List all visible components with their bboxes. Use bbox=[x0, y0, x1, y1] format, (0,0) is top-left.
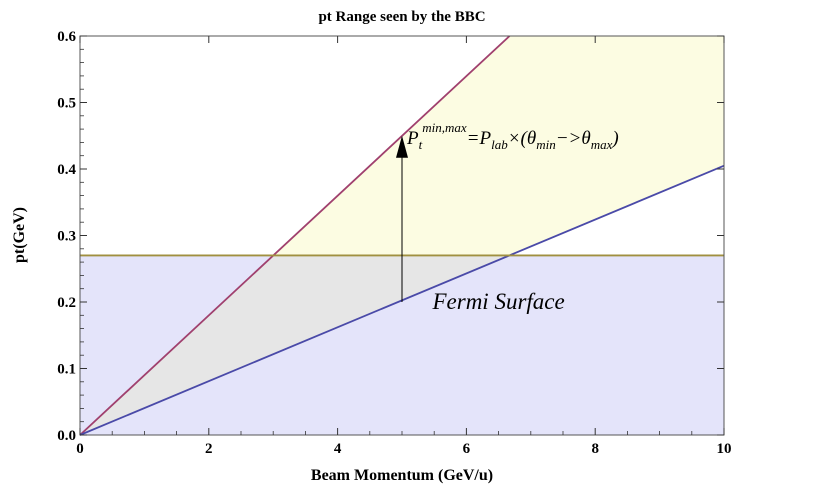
formula-min-sub: min bbox=[536, 137, 556, 152]
formula-eq: = bbox=[467, 128, 480, 149]
formula-times: ×( bbox=[508, 128, 529, 149]
formula-p: P bbox=[406, 128, 419, 149]
y-tick-label: 0.6 bbox=[57, 29, 76, 45]
formula-theta-max: θ bbox=[581, 128, 590, 149]
x-tick-label: 8 bbox=[591, 441, 599, 457]
chart-title: pt Range seen by the BBC bbox=[318, 9, 485, 25]
x-tick-label: 4 bbox=[334, 441, 342, 457]
y-tick-label: 0.3 bbox=[57, 229, 76, 245]
y-tick-label: 0.5 bbox=[57, 96, 76, 112]
x-tick-label: 0 bbox=[76, 441, 84, 457]
acceptance-region-upper bbox=[273, 36, 724, 256]
formula-lab-sub: lab bbox=[491, 137, 508, 152]
y-tick-label: 0.2 bbox=[57, 295, 76, 311]
y-tick-label: 0.0 bbox=[57, 428, 76, 444]
y-axis-label: pt(GeV) bbox=[11, 207, 28, 263]
y-tick-label: 0.4 bbox=[57, 162, 76, 178]
arrow-head bbox=[396, 135, 408, 158]
formula-p2: P bbox=[478, 128, 491, 149]
fermi-surface-label: Fermi Surface bbox=[431, 289, 564, 314]
pt-arrow bbox=[396, 135, 408, 302]
formula-max-sub: max bbox=[591, 137, 613, 152]
x-tick-label: 10 bbox=[717, 441, 732, 457]
x-axis-label: Beam Momentum (GeV/u) bbox=[311, 467, 493, 484]
x-tick-label: 2 bbox=[205, 441, 213, 457]
y-tick-label: 0.1 bbox=[57, 362, 76, 378]
formula-t-sub: t bbox=[419, 137, 423, 152]
series-line-1 bbox=[79, 35, 511, 436]
axis-ticks: 0 2 4 6 8 10 0.0 0.1 0.2 0.3 0.4 0.5 0.6 bbox=[57, 29, 731, 457]
formula-close: ) bbox=[611, 128, 618, 149]
formula-theta-min: θ bbox=[527, 128, 536, 149]
pt-formula-annotation: Ptmin,max=Plab×(θmin−>θmax) bbox=[406, 120, 619, 152]
formula-minmax-sup: min,max bbox=[422, 120, 467, 135]
formula-arrow: −> bbox=[556, 128, 582, 149]
x-tick-label: 6 bbox=[463, 441, 471, 457]
